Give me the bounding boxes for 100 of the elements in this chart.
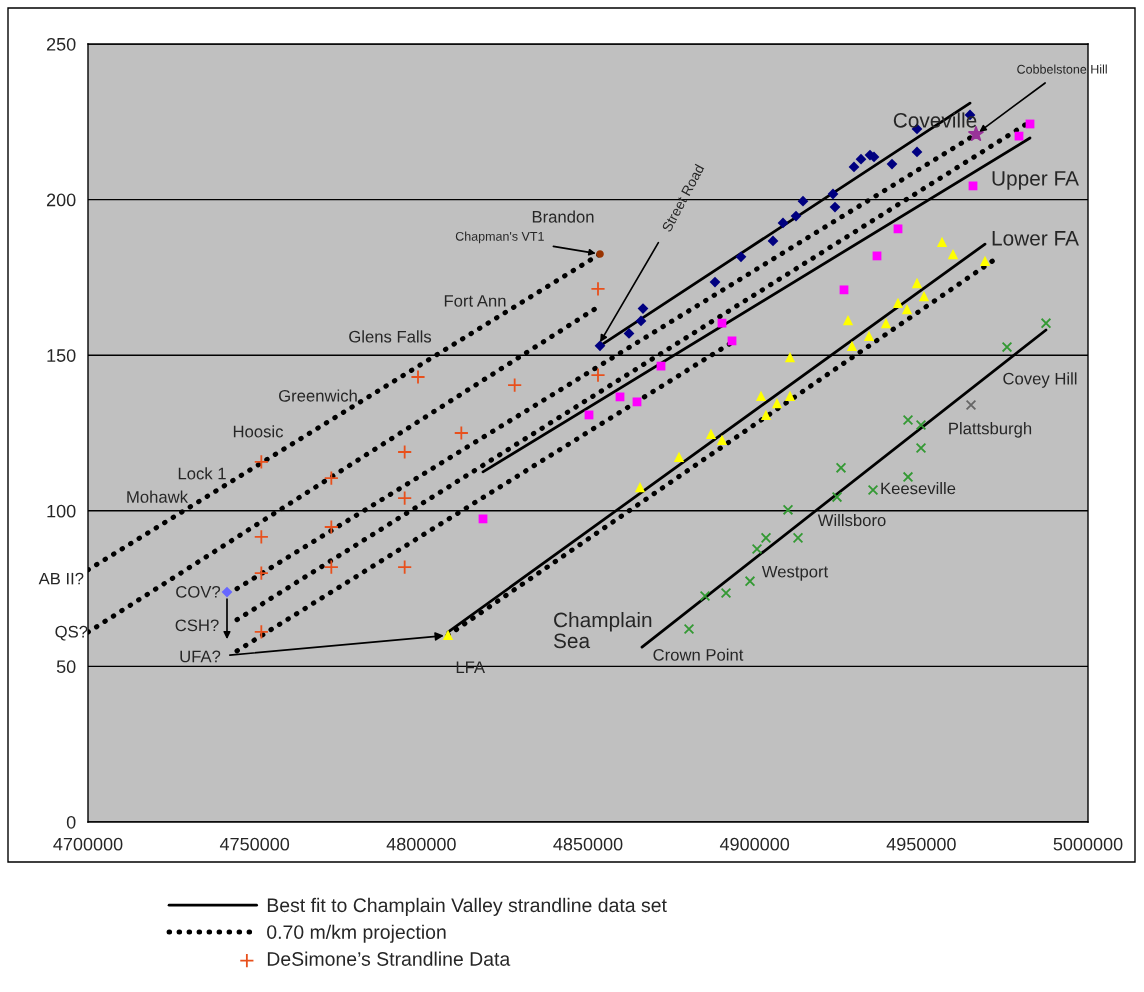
point [902,471,914,483]
annotation: Glens Falls [349,330,432,343]
x-tick-label: 4800000 [386,837,456,851]
x-tick-label: 4950000 [886,837,956,851]
point [735,251,747,263]
annotation: Covey Hill [1003,372,1077,388]
y-tick-label: 0 [66,815,76,829]
point [831,491,843,503]
point [918,290,930,302]
point [855,153,867,165]
point [777,217,789,229]
x-tick-label: 4850000 [553,837,623,851]
x-tick-label: 4700000 [53,837,123,851]
point [936,236,948,248]
point [968,126,984,142]
legend-label: DeSimone’s Strandline Data [267,951,511,966]
point [829,201,841,213]
annotation: Greenwich [279,389,357,402]
point [902,414,914,426]
annotation: Cobbelstone Hill [1017,64,1107,74]
point [699,590,711,602]
point [727,336,737,346]
point [792,532,804,544]
point [635,315,647,327]
point [1014,131,1024,141]
point [253,565,269,581]
point [478,514,488,524]
point [1040,317,1052,329]
point [863,330,875,342]
point [784,351,796,363]
annotation: Lower FA [992,231,1079,246]
point [771,397,783,409]
point [253,529,269,545]
point [397,559,413,575]
point [911,277,923,289]
point [880,318,892,329]
point [848,161,860,173]
point [705,428,717,440]
y-tick-label: 250 [46,37,76,51]
point [683,623,695,635]
annotation: Willsboro [817,513,886,527]
point [709,276,721,288]
annotation: CSH? [175,619,219,632]
point [842,314,854,326]
point [782,504,794,516]
point [979,255,991,267]
point [867,484,879,496]
point [839,285,849,295]
annotation: Champlain Sea [553,611,652,649]
point [596,250,604,258]
y-tick-label: 200 [46,193,76,207]
point [947,248,959,260]
point [507,377,523,393]
point [720,587,732,599]
point [892,297,904,309]
point [323,519,339,535]
point [755,390,767,402]
point [767,235,779,247]
annotation: Upper FA [992,171,1079,190]
annotation: Keeseville [881,482,956,495]
point [784,390,796,402]
point [751,543,763,555]
point [323,470,339,486]
annotation: COV? [176,585,221,598]
y-tick-label: 100 [47,504,76,518]
annotation: Chapman's VT1 [455,231,544,244]
point [760,532,772,544]
point [1001,341,1013,353]
annotation: Brandon [532,210,594,223]
point [594,340,606,352]
point [744,575,756,587]
legend-label: 0.70 m/km projection [267,924,446,943]
point [717,318,727,328]
point [827,188,839,200]
point [673,451,685,463]
annotation: Lock 1 [178,467,226,480]
x-tick-label: 4750000 [219,837,290,851]
annotation: Hoosic [233,425,284,438]
point [410,369,426,385]
y-tick-label: 150 [47,349,76,362]
point [716,434,728,445]
point [835,462,847,474]
point [893,224,903,234]
point [911,146,923,158]
annotation: Mohawk [127,490,189,503]
point [965,399,977,411]
point [397,490,413,506]
x-tick-label: 5000000 [1053,837,1123,851]
text: AB II? [38,572,84,585]
annotation: Fort Ann [444,295,506,307]
x-tick-label: 4900000 [719,837,790,851]
point [886,158,898,170]
point [221,586,233,598]
point [323,559,339,575]
point [797,195,809,207]
point [634,482,646,493]
point [590,281,606,297]
point [590,367,606,383]
annotation: Crown Point [653,648,744,661]
point [790,210,802,222]
